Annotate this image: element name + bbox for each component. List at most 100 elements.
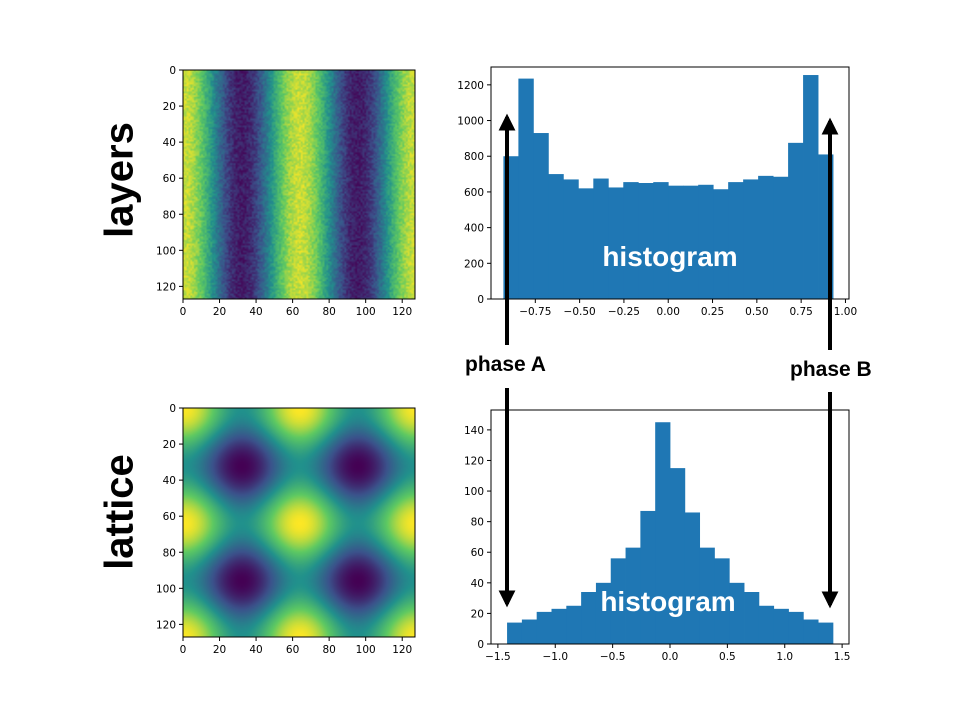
layers-hist-bar bbox=[548, 174, 564, 299]
x-tick-label: 60 bbox=[286, 644, 299, 656]
x-tick-label: 80 bbox=[322, 306, 335, 318]
phase-a-label: phase A bbox=[465, 353, 546, 376]
x-tick-label: 100 bbox=[356, 306, 376, 318]
lattice-heatmap-frame bbox=[182, 407, 416, 638]
y-tick-label: 600 bbox=[464, 187, 484, 199]
layers-hist-bar bbox=[728, 182, 744, 299]
lattice-hist-bar bbox=[818, 622, 834, 644]
layers-hist-bar bbox=[788, 142, 804, 299]
lattice-hist-bar bbox=[551, 608, 567, 644]
layers-hist-bar bbox=[743, 179, 759, 299]
x-tick-label: −1.5 bbox=[485, 651, 511, 663]
y-tick-label: 140 bbox=[464, 425, 484, 437]
y-tick-label: 60 bbox=[163, 173, 176, 185]
layers-hist-frame bbox=[490, 66, 850, 300]
y-tick-label: 0 bbox=[477, 294, 484, 306]
x-tick-label: 0.00 bbox=[657, 306, 680, 318]
layers-heatmap-frame bbox=[182, 69, 416, 300]
y-tick-label: 0 bbox=[169, 65, 176, 77]
lattice-hist-bar bbox=[729, 582, 745, 644]
x-tick-label: 0 bbox=[180, 644, 187, 656]
y-tick-label: 100 bbox=[156, 245, 176, 257]
x-tick-label: −0.75 bbox=[519, 306, 551, 318]
y-tick-label: 60 bbox=[163, 511, 176, 523]
x-tick-label: 40 bbox=[249, 306, 262, 318]
lattice-hist-bar bbox=[640, 510, 656, 644]
y-tick-label: 20 bbox=[163, 439, 176, 451]
layers-hist-bar bbox=[518, 78, 534, 299]
histogram-label-bottom: histogram bbox=[600, 586, 736, 617]
layers-hist-bar bbox=[683, 185, 699, 299]
y-tick-label: 120 bbox=[156, 281, 176, 293]
layers-hist-bar bbox=[698, 184, 714, 299]
y-tick-label: 200 bbox=[464, 258, 484, 270]
x-tick-label: 120 bbox=[392, 306, 412, 318]
row-label-lattice: lattice bbox=[97, 454, 142, 570]
lattice-hist-bar bbox=[699, 547, 715, 644]
y-tick-label: 400 bbox=[464, 223, 484, 235]
histogram-label-top: histogram bbox=[602, 241, 738, 272]
y-tick-label: 80 bbox=[163, 209, 176, 221]
x-tick-label: 20 bbox=[213, 306, 226, 318]
layers-hist-bar bbox=[668, 185, 684, 299]
lattice-heatmap: 0 20 40 60 80 100 120 0 20 40 60 80 100 120 bbox=[156, 403, 416, 656]
lattice-hist-bar bbox=[744, 592, 760, 644]
layers-hist-bar bbox=[713, 189, 729, 299]
y-tick-label: 0 bbox=[477, 639, 484, 651]
lattice-hist-bar bbox=[758, 605, 775, 644]
layers-heatmap: 0 20 40 60 80 100 120 0 20 40 60 80 100 120 bbox=[156, 65, 416, 318]
lattice-histogram: −1.5 −1.0 −0.5 0.0 0.5 1.0 1.5 0 20 40 60 80 100 120 1… bbox=[464, 409, 850, 663]
lattice-hist-bar bbox=[788, 611, 804, 644]
phase-arrows bbox=[498, 113, 839, 609]
layers-hist-bar bbox=[758, 175, 774, 299]
y-tick-label: 40 bbox=[163, 475, 176, 487]
y-tick-label: 20 bbox=[163, 101, 176, 113]
x-tick-label: 20 bbox=[213, 644, 226, 656]
x-tick-label: 1.0 bbox=[776, 651, 793, 663]
lattice-hist-bar bbox=[536, 611, 552, 644]
layers-hist-bar bbox=[608, 187, 624, 299]
y-tick-label: 800 bbox=[464, 151, 484, 163]
lattice-hist-bar bbox=[625, 547, 641, 644]
x-tick-label: 40 bbox=[249, 644, 262, 656]
x-tick-label: 120 bbox=[392, 644, 412, 656]
y-tick-label: 0 bbox=[169, 403, 176, 415]
lattice-hist-bar bbox=[655, 422, 671, 644]
layers-hist-bar bbox=[803, 75, 819, 300]
x-tick-label: 1.00 bbox=[834, 306, 857, 318]
y-tick-label: 120 bbox=[156, 619, 176, 631]
y-tick-label: 40 bbox=[471, 578, 484, 590]
lattice-hist-bar bbox=[521, 619, 538, 644]
x-tick-label: −0.5 bbox=[600, 651, 626, 663]
layers-hist-bar bbox=[623, 182, 639, 299]
lattice-hist-bar bbox=[566, 605, 582, 644]
layers-histogram: −0.75 −0.50 −0.25 0.00 0.25 0.50 0.75 1.00 0 200 4… bbox=[457, 66, 857, 318]
y-tick-label: 100 bbox=[156, 583, 176, 595]
y-tick-label: 60 bbox=[471, 547, 484, 559]
x-tick-label: −0.25 bbox=[608, 306, 640, 318]
layers-hist-bar bbox=[638, 183, 654, 299]
y-tick-label: 1000 bbox=[457, 116, 484, 128]
lattice-hist-bar bbox=[581, 592, 597, 644]
y-tick-label: 120 bbox=[464, 455, 484, 467]
x-tick-label: 0.0 bbox=[662, 651, 679, 663]
x-tick-label: 0.75 bbox=[789, 306, 812, 318]
x-tick-label: 100 bbox=[356, 644, 376, 656]
y-tick-label: 100 bbox=[464, 486, 484, 498]
lattice-hist-bar bbox=[773, 608, 789, 644]
lattice-hist-bar bbox=[670, 468, 686, 644]
y-tick-label: 20 bbox=[471, 608, 484, 620]
x-tick-label: 0 bbox=[180, 306, 187, 318]
lattice-hist-bar bbox=[684, 512, 701, 644]
x-tick-label: −1.0 bbox=[543, 651, 569, 663]
lattice-hist-bar bbox=[610, 558, 626, 644]
y-tick-label: 1200 bbox=[457, 80, 484, 92]
x-tick-label: 0.25 bbox=[701, 306, 724, 318]
lattice-hist-bar bbox=[803, 619, 819, 644]
phase-b-label: phase B bbox=[790, 358, 872, 381]
y-tick-label: 80 bbox=[471, 517, 484, 529]
lattice-heatmap-image bbox=[183, 408, 415, 637]
y-tick-label: 40 bbox=[163, 137, 176, 149]
